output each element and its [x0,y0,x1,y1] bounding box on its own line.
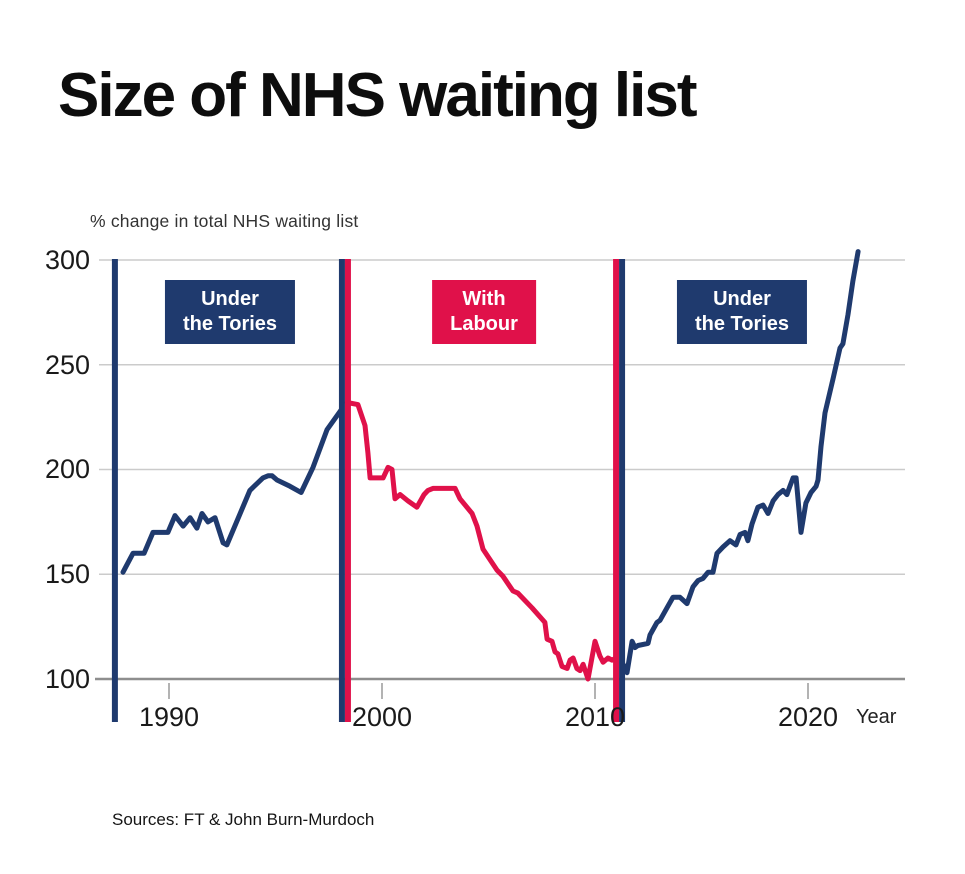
x-tick-label-2020: 2020 [777,702,839,732]
y-tick-label-150: 150 [44,559,90,589]
x-tick-label-2000: 2000 [351,702,413,732]
y-axis-title: % change in total NHS waiting list [90,211,359,231]
period-badge-line: Under [713,288,771,310]
y-tick-label-200: 200 [44,454,90,484]
source-credit: Sources: FT & John Burn-Murdoch [112,810,375,829]
y-tick-label-100: 100 [44,664,90,694]
period-badge-tories-2: Under the Tories [676,280,808,344]
y-tick-label-250: 250 [44,350,90,380]
chart-title: Size of NHS waiting list [58,61,698,130]
period-badge-line: With [462,288,506,310]
period-badge-line: the Tories [694,313,790,335]
period-badge-line: the Tories [182,313,278,335]
period-badge-tories-1: Under the Tories [164,280,296,344]
period-badge-line: Labour [450,313,518,335]
period-badge-line: Under [201,288,259,310]
x-tick-label-1990: 1990 [138,702,200,732]
x-axis-label: Year [856,706,897,728]
x-tick-label-2010: 2010 [564,702,626,732]
period-badge-labour: With Labour [432,280,536,344]
y-tick-label-300: 300 [44,245,90,275]
